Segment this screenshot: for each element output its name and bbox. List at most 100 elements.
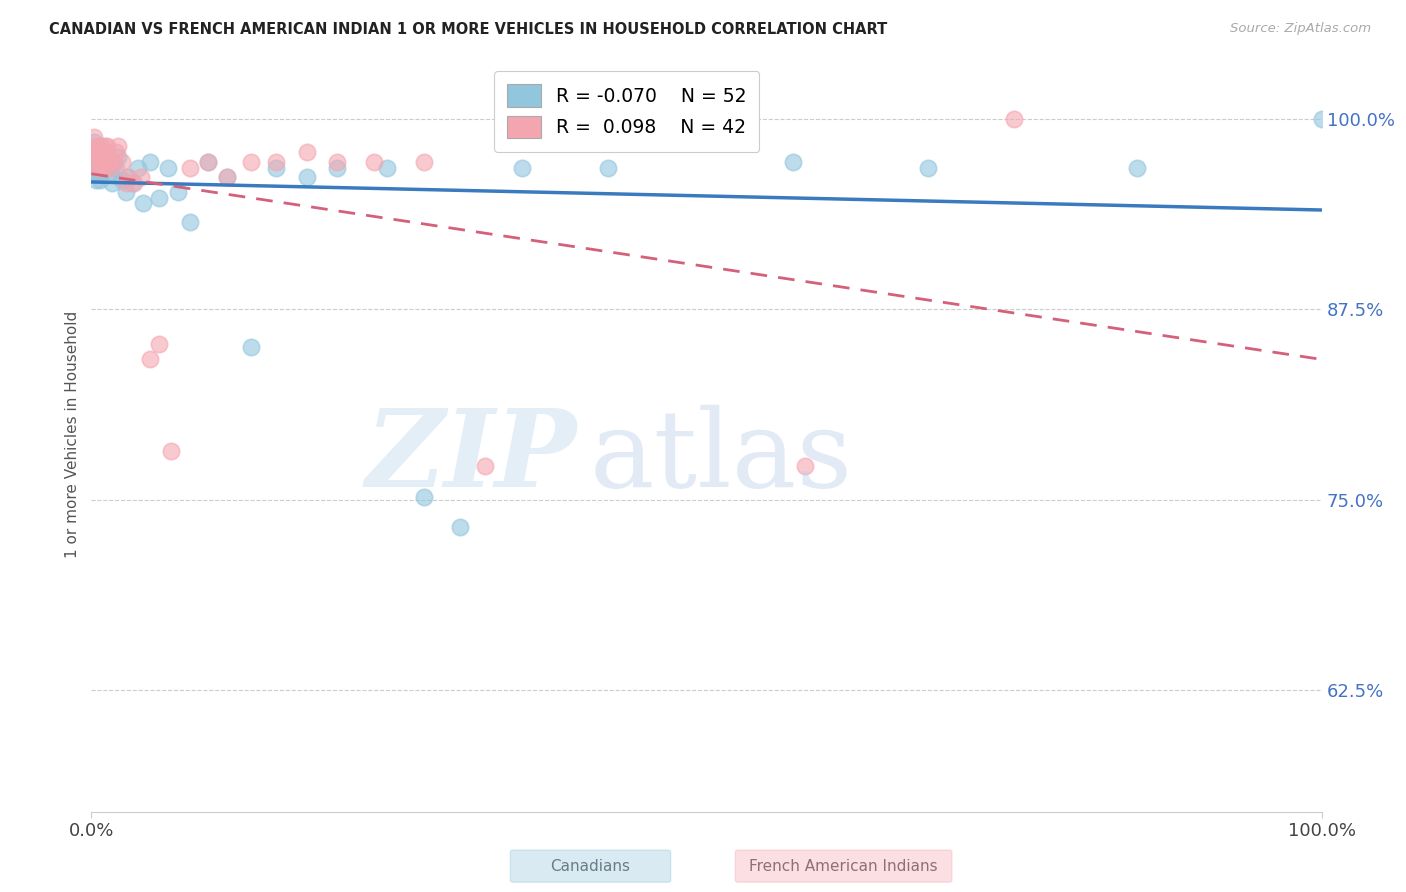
Point	[86, 150, 108, 164]
Point	[917, 161, 939, 175]
Point	[91, 154, 114, 169]
Point	[89, 139, 111, 153]
Point	[111, 173, 134, 187]
Point	[197, 154, 219, 169]
Point	[375, 161, 398, 175]
Point	[84, 142, 107, 156]
Point	[84, 165, 107, 179]
Point	[148, 191, 170, 205]
Point	[96, 161, 118, 175]
Point	[793, 458, 815, 473]
Text: French American Indians: French American Indians	[749, 859, 938, 873]
Point	[83, 130, 105, 145]
Point	[596, 161, 619, 175]
Point	[412, 490, 434, 504]
Point	[97, 154, 120, 169]
Point	[96, 139, 118, 153]
Point	[87, 165, 110, 179]
Point	[86, 157, 108, 171]
Text: ZIP: ZIP	[366, 404, 578, 510]
Point	[100, 157, 122, 171]
Legend: R = -0.070    N = 52, R =  0.098    N = 42: R = -0.070 N = 52, R = 0.098 N = 42	[494, 71, 759, 152]
Point	[215, 169, 238, 184]
Point	[1310, 112, 1333, 126]
Point	[83, 135, 105, 149]
Point	[94, 150, 117, 164]
Point	[98, 154, 121, 169]
Point	[105, 161, 127, 175]
Point	[86, 145, 108, 160]
Y-axis label: 1 or more Vehicles in Household: 1 or more Vehicles in Household	[65, 311, 80, 558]
Point	[1126, 161, 1149, 175]
Point	[179, 161, 201, 175]
Point	[264, 154, 287, 169]
Point	[96, 145, 117, 160]
Point	[101, 176, 124, 190]
Point	[91, 154, 114, 169]
Point	[215, 169, 238, 184]
Point	[84, 150, 107, 164]
Point	[114, 185, 138, 199]
Point	[96, 157, 117, 171]
Point	[86, 139, 108, 153]
Point	[82, 145, 104, 160]
Point	[87, 150, 110, 164]
Point	[782, 154, 804, 169]
Point	[326, 161, 349, 175]
Point	[132, 195, 155, 210]
Point	[412, 154, 434, 169]
Point	[93, 161, 115, 175]
Point	[90, 165, 112, 179]
Point	[127, 161, 149, 175]
Point	[295, 145, 318, 160]
Point	[139, 352, 162, 367]
Point	[100, 161, 122, 175]
Point	[86, 142, 108, 156]
Point	[326, 154, 349, 169]
Point	[160, 443, 183, 458]
Point	[510, 161, 533, 175]
Point	[98, 165, 121, 179]
Point	[156, 161, 179, 175]
Point	[121, 176, 143, 190]
Point	[114, 176, 138, 190]
Point	[139, 154, 162, 169]
Point	[89, 173, 111, 187]
Point	[179, 215, 201, 229]
Point	[107, 139, 129, 153]
Point	[129, 169, 152, 184]
Point	[89, 161, 111, 175]
Point	[105, 145, 127, 160]
Point	[264, 161, 287, 175]
Point	[90, 139, 112, 153]
Point	[90, 150, 112, 164]
Point	[103, 154, 125, 169]
Point	[1002, 112, 1025, 126]
Point	[197, 154, 219, 169]
Text: Source: ZipAtlas.com: Source: ZipAtlas.com	[1230, 22, 1371, 36]
Point	[86, 161, 108, 175]
Point	[107, 150, 129, 164]
Point	[240, 154, 263, 169]
Point	[124, 176, 146, 190]
Point	[94, 139, 117, 153]
Point	[103, 154, 125, 169]
Point	[117, 169, 139, 184]
Point	[84, 150, 107, 164]
Point	[93, 161, 115, 175]
Point	[86, 173, 108, 187]
Point	[148, 337, 170, 351]
Point	[295, 169, 318, 184]
Point	[89, 145, 111, 160]
Text: atlas: atlas	[589, 405, 852, 510]
Point	[166, 185, 188, 199]
Point	[240, 340, 263, 354]
Point	[82, 157, 104, 171]
Point	[87, 154, 110, 169]
Text: Canadians: Canadians	[551, 859, 630, 873]
Text: CANADIAN VS FRENCH AMERICAN INDIAN 1 OR MORE VEHICLES IN HOUSEHOLD CORRELATION C: CANADIAN VS FRENCH AMERICAN INDIAN 1 OR …	[49, 22, 887, 37]
Point	[86, 157, 108, 171]
Point	[117, 169, 139, 184]
Point	[474, 458, 496, 473]
Point	[111, 154, 134, 169]
